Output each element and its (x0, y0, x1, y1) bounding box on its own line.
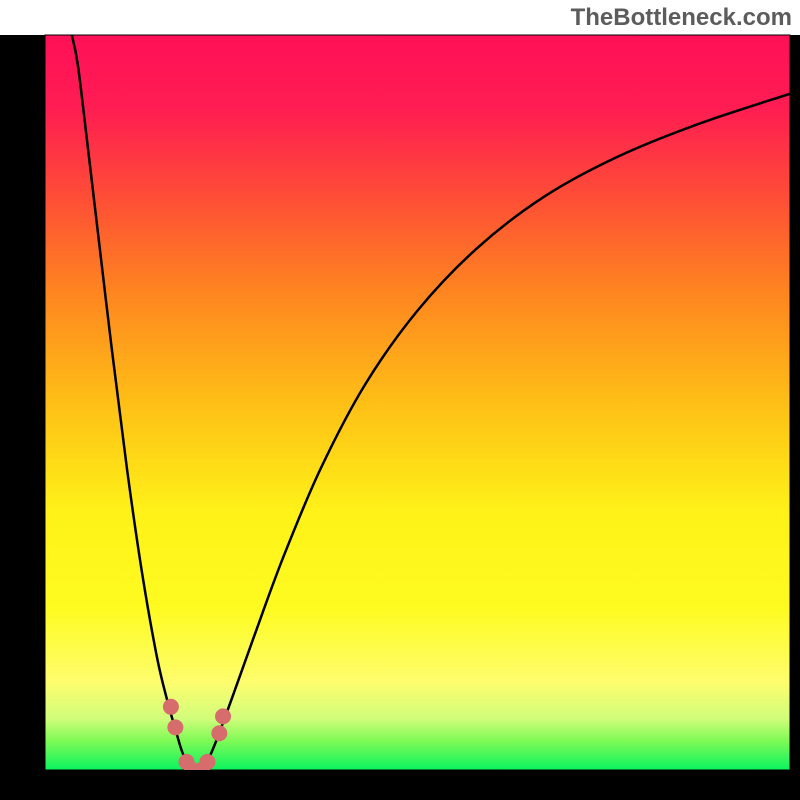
watermark-text: TheBottleneck.com (571, 4, 792, 32)
chart-container: TheBottleneck.com (0, 0, 800, 800)
bottleneck-chart (0, 0, 800, 800)
